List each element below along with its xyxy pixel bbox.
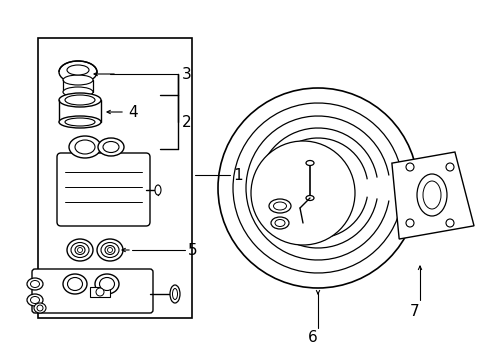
Ellipse shape — [65, 118, 95, 126]
Circle shape — [250, 141, 354, 245]
Ellipse shape — [75, 140, 95, 154]
Ellipse shape — [63, 274, 87, 294]
FancyBboxPatch shape — [57, 153, 150, 226]
Ellipse shape — [67, 65, 89, 75]
Ellipse shape — [27, 278, 43, 290]
Ellipse shape — [95, 274, 119, 294]
Ellipse shape — [97, 239, 123, 261]
Ellipse shape — [99, 278, 114, 291]
Ellipse shape — [69, 136, 101, 158]
Ellipse shape — [71, 243, 89, 257]
Circle shape — [405, 219, 413, 227]
Ellipse shape — [431, 178, 439, 198]
Text: 7: 7 — [409, 305, 419, 320]
Ellipse shape — [274, 220, 285, 226]
Ellipse shape — [107, 248, 112, 252]
Ellipse shape — [103, 141, 119, 153]
Ellipse shape — [416, 174, 446, 216]
Ellipse shape — [101, 243, 119, 257]
Circle shape — [445, 219, 453, 227]
Circle shape — [218, 88, 417, 288]
Bar — [38, 38, 192, 318]
Ellipse shape — [59, 61, 97, 83]
Ellipse shape — [305, 195, 313, 201]
Text: 4: 4 — [128, 104, 137, 120]
Ellipse shape — [170, 285, 180, 303]
Ellipse shape — [67, 278, 82, 291]
Ellipse shape — [67, 239, 93, 261]
Text: 3: 3 — [182, 67, 191, 81]
Ellipse shape — [63, 75, 93, 85]
Text: 2: 2 — [182, 114, 191, 130]
Ellipse shape — [75, 246, 85, 255]
Ellipse shape — [422, 181, 440, 209]
Ellipse shape — [105, 246, 115, 255]
Ellipse shape — [27, 294, 43, 306]
Ellipse shape — [30, 297, 40, 303]
Circle shape — [405, 163, 413, 171]
Ellipse shape — [63, 87, 93, 97]
Ellipse shape — [59, 116, 101, 128]
Bar — [90, 287, 110, 297]
Circle shape — [37, 305, 43, 311]
Ellipse shape — [59, 93, 101, 107]
Ellipse shape — [155, 185, 161, 195]
Ellipse shape — [268, 199, 290, 213]
Ellipse shape — [34, 303, 46, 313]
Ellipse shape — [65, 95, 95, 105]
Circle shape — [445, 163, 453, 171]
Ellipse shape — [270, 217, 288, 229]
Ellipse shape — [30, 280, 40, 288]
Ellipse shape — [172, 288, 177, 300]
Text: 1: 1 — [232, 167, 242, 183]
Text: 6: 6 — [307, 330, 317, 346]
Ellipse shape — [98, 138, 124, 156]
Circle shape — [96, 288, 104, 296]
FancyBboxPatch shape — [32, 269, 153, 313]
Ellipse shape — [305, 161, 313, 166]
Text: 5: 5 — [187, 243, 197, 257]
Polygon shape — [391, 152, 473, 239]
Ellipse shape — [273, 202, 286, 210]
Ellipse shape — [77, 248, 82, 252]
